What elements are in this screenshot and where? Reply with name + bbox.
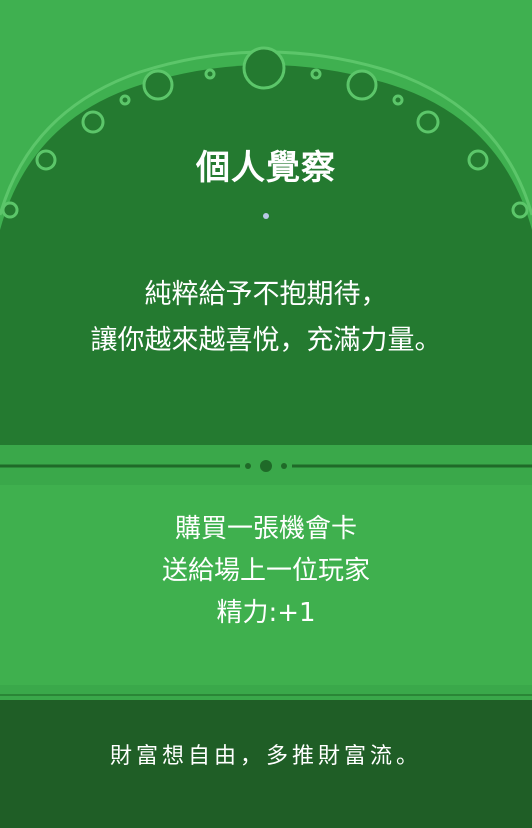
effect-line-2: 送給場上一位玩家 — [161, 556, 370, 586]
effect-line-1: 購買一張機會卡 — [174, 514, 357, 544]
effect-panel — [0, 485, 532, 685]
card-slogan: 財富想自由，多推財富流。 — [109, 744, 422, 769]
card-arch-ornament — [0, 46, 532, 696]
effect-line-3: 精力:+1 — [216, 598, 316, 628]
card-title: 個人覺察 — [196, 148, 336, 188]
card-effect: 購買一張機會卡 送給場上一位玩家 精力:+1 — [0, 508, 532, 634]
card-quote: 純粹給予不抱期待， 讓你越來越喜悅，充滿力量。 — [0, 272, 532, 364]
card-bottom-band — [0, 700, 532, 828]
quote-line-1: 純粹給予不抱期待， — [144, 279, 388, 310]
quote-line-2: 讓你越來越喜悅，充滿力量。 — [90, 325, 442, 356]
